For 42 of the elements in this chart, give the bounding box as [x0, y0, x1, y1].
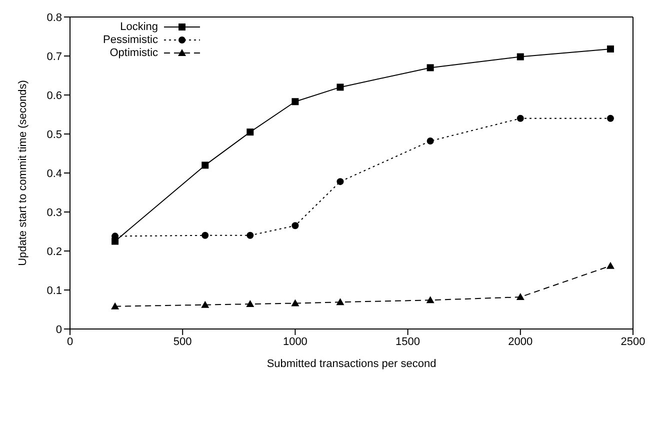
- y-tick-label: 0.4: [46, 168, 62, 180]
- y-tick-label: 0.7: [46, 50, 62, 63]
- y-tick-label: 0: [56, 324, 62, 336]
- legend-label: Pessimistic: [103, 34, 158, 46]
- point: [202, 232, 209, 239]
- point: [426, 138, 434, 145]
- point: [606, 262, 614, 269]
- point: [202, 162, 209, 169]
- x-axis-title: Submitted transactions per second: [266, 358, 436, 370]
- point: [292, 222, 299, 230]
- x-tick-label: 2000: [508, 336, 533, 348]
- x-tick-label: 2500: [620, 336, 646, 348]
- legend-label: Optimistic: [110, 46, 158, 58]
- point: [336, 84, 344, 91]
- point: [291, 299, 300, 306]
- x-tick-label: 1000: [282, 336, 308, 348]
- point: [292, 98, 299, 106]
- point: [426, 64, 434, 72]
- y-tick-label: 0.6: [46, 90, 62, 102]
- y-tick-label: 0.8: [46, 12, 62, 24]
- point: [246, 300, 254, 308]
- point: [606, 45, 614, 52]
- y-tick-label: 0.1: [46, 284, 62, 297]
- point: [516, 114, 524, 122]
- point: [201, 300, 210, 308]
- y-tick-label: 0.3: [46, 206, 62, 219]
- legend-label: Locking: [120, 20, 158, 32]
- y-tick-label: 0.2: [46, 246, 62, 258]
- point: [336, 298, 344, 306]
- x-tick-label: 1500: [396, 336, 420, 348]
- point: [246, 232, 254, 239]
- point: [516, 293, 524, 300]
- x-tick-label: 0: [66, 336, 74, 348]
- point: [516, 53, 524, 60]
- point: [336, 178, 344, 186]
- x-tick-label: 500: [173, 336, 192, 348]
- point: [111, 302, 120, 310]
- point: [606, 114, 614, 122]
- point: [426, 296, 434, 304]
- y-tick-label: 0.5: [46, 128, 62, 141]
- y-axis-title: Update start to commit time (seconds): [16, 80, 29, 266]
- point: [246, 128, 254, 136]
